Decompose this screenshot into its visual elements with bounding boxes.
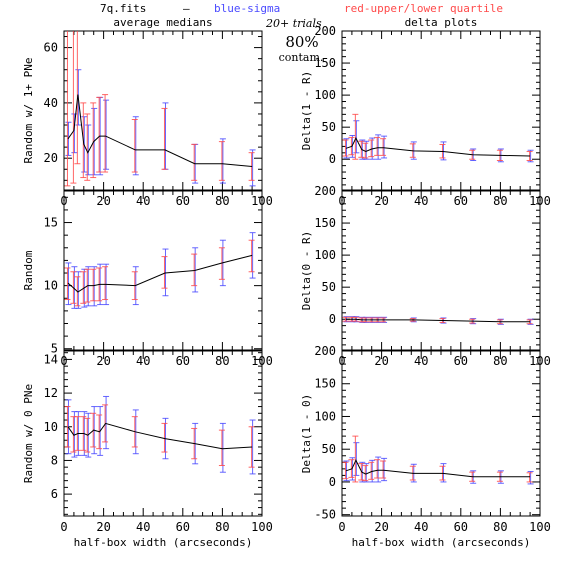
x-tick-label: 20 [96,194,110,208]
x-tick-label: 40 [136,194,150,208]
x-tick-label: 40 [414,520,428,534]
median-line [67,254,253,293]
x-tick-label: 60 [176,520,190,534]
y-tick-label: 100 [314,88,336,102]
x-tick-label: 0 [338,520,345,534]
x-tick-label: 20 [96,354,110,368]
y-tick-label: 50 [322,280,336,294]
y-tick-label: 14 [44,352,58,366]
y-axis-label: Delta(1 - 0) [300,394,313,473]
panel-title: average medians [113,16,212,29]
x-tick-label: 80 [215,354,229,368]
x-tick-label: 80 [493,194,507,208]
x-tick-label: 80 [493,520,507,534]
median-line [67,94,253,167]
x-tick-label: 0 [60,520,67,534]
y-axis-label: Delta(1 - R) [300,71,313,150]
header-blue-sigma: blue-sigma [214,2,280,15]
y-tick-label: 8 [51,453,58,467]
y-axis-label: Random w/ 0 PNe [22,384,35,483]
x-tick-label: 20 [374,354,388,368]
y-axis-label: Random [22,250,35,290]
median-line [345,136,531,157]
x-tick-label: 20 [374,194,388,208]
median-line [345,459,531,478]
x-tick-label: 20 [96,520,110,534]
y-tick-label: 40 [44,96,58,110]
y-tick-label: -50 [314,508,336,522]
trials-label: 20+ trials [265,17,322,30]
y-tick-label: 5 [51,342,58,356]
y-tick-label: 20 [44,151,58,165]
x-tick-label: 40 [136,520,150,534]
x-axis-label: half-box width (arcseconds) [74,536,253,549]
contam-label: contam. [279,51,324,64]
y-tick-label: 150 [314,56,336,70]
x-tick-label: 60 [454,194,468,208]
x-tick-label: 80 [215,194,229,208]
panel-frame [341,30,541,191]
y-tick-label: 0 [329,152,336,166]
x-axis-label: half-box width (arcseconds) [352,536,531,549]
panel-frame [341,350,541,517]
y-tick-label: 50 [322,442,336,456]
y-tick-label: 150 [314,216,336,230]
x-tick-label: 20 [374,520,388,534]
y-axis-label: Random w/ 1+ PNe [22,58,35,164]
x-tick-label: 40 [136,354,150,368]
x-tick-label: 60 [176,354,190,368]
header-filename: 7q.fits [100,2,146,15]
percent-label: 80% [285,33,318,51]
median-line [67,422,253,450]
x-tick-label: 40 [414,194,428,208]
y-tick-label: 15 [44,216,58,230]
header-dash: — [183,2,190,15]
y-tick-label: 200 [314,344,336,358]
x-tick-label: 80 [493,354,507,368]
y-tick-label: 6 [51,487,58,501]
x-tick-label: 40 [414,354,428,368]
y-tick-label: 60 [44,41,58,55]
y-tick-label: 0 [329,475,336,489]
x-tick-label: 100 [251,520,273,534]
y-tick-label: 10 [44,279,58,293]
x-tick-label: 100 [529,520,551,534]
header-red-quartile: red-upper/lower quartile [344,2,503,15]
y-tick-label: 200 [314,24,336,38]
panel-frame [341,190,541,351]
x-tick-label: 60 [454,520,468,534]
x-tick-label: 60 [176,194,190,208]
y-tick-label: 150 [314,377,336,391]
y-tick-label: 50 [322,120,336,134]
x-tick-label: 60 [454,354,468,368]
y-tick-label: 12 [44,386,58,400]
y-axis-label: Delta(0 - R) [300,231,313,310]
median-line [346,318,531,323]
x-tick-label: 80 [215,520,229,534]
y-tick-label: 200 [314,184,336,198]
y-tick-label: 100 [314,409,336,423]
panel-title: delta plots [405,16,478,29]
y-tick-label: 100 [314,248,336,262]
panel-p20: 0 20 40 60 80 100 6 8 10 12 14 Random w/ 0 PNe half-… [22,350,273,549]
y-tick-label: 0 [329,312,336,326]
y-tick-label: 10 [44,420,58,434]
